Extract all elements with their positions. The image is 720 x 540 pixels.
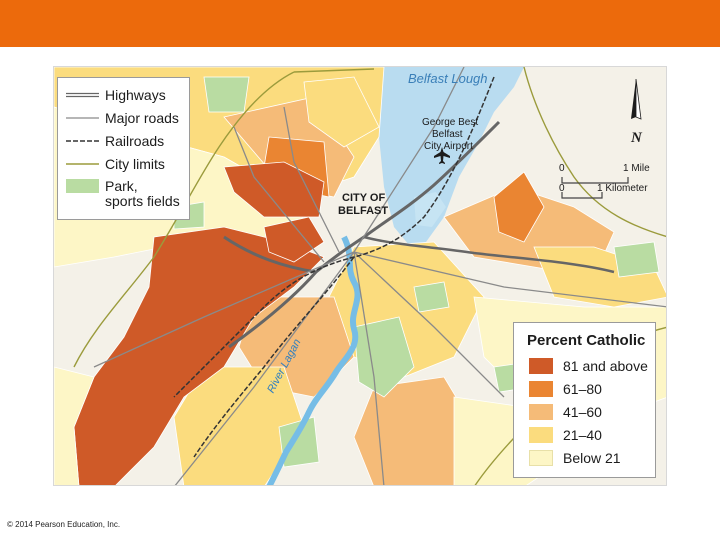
major-road-symbol (66, 111, 99, 125)
legend-row-61-80: 61–80 (529, 380, 602, 397)
river-lagan (266, 235, 361, 485)
highway-line-3 (363, 235, 615, 274)
airport-label-line1: George Best (422, 117, 479, 128)
key-row-park: Park, sports fields (66, 179, 180, 213)
legend-label-41-60: 41–60 (563, 403, 602, 420)
legend-row-21-40: 21–40 (529, 426, 602, 443)
key-row-major-roads: Major roads (66, 110, 179, 126)
key-row-highways: Highways (66, 87, 166, 103)
legend-row-below-21: Below 21 (529, 449, 621, 466)
key-label-major-roads: Major roads (105, 109, 179, 126)
legend-swatch-41-60 (529, 403, 553, 420)
legend-title: Percent Catholic (527, 332, 646, 349)
scale-mile-label: 1 Mile (623, 163, 650, 174)
airplane-icon (434, 147, 450, 164)
legend-label-21-40: 21–40 (563, 426, 602, 443)
zone-cat-61-80 (493, 171, 545, 243)
key-label-highways: Highways (105, 86, 166, 103)
scale-bar (561, 177, 629, 199)
key-label-city-limits: City limits (105, 155, 165, 172)
legend-label-81-above: 81 and above (563, 357, 648, 374)
city-label-line2: BELFAST (338, 205, 389, 217)
legend-label-61-80: 61–80 (563, 380, 602, 397)
legend-swatch-below-21 (529, 449, 553, 466)
scale-mile-zero: 0 (559, 163, 565, 174)
header-bar (0, 0, 720, 47)
legend-swatch-81-above (529, 357, 553, 374)
legend-swatch-61-80 (529, 380, 553, 397)
railroad-symbol (66, 134, 99, 148)
key-label-sports-fields: sports fields (105, 193, 180, 209)
key-label-park: Park, (105, 178, 138, 194)
park-area (613, 241, 660, 278)
zone-cat-21-40 (173, 366, 305, 485)
park-area (353, 316, 415, 398)
key-label-railroads: Railroads (105, 132, 165, 149)
park-area (203, 76, 250, 113)
north-arrow-icon (631, 78, 642, 120)
zone-cat-81-above (263, 216, 325, 263)
airport-label-line2: Belfast (432, 129, 463, 140)
park-area (413, 281, 450, 313)
north-label: N (631, 130, 642, 146)
legend-row-81-above: 81 and above (529, 357, 648, 374)
legend-row-41-60: 41–60 (529, 403, 602, 420)
key-row-city-limits: City limits (66, 156, 165, 172)
legend-swatch-21-40 (529, 426, 553, 443)
scale-km-label: 1 Kilometer (597, 183, 648, 194)
highway-symbol (66, 88, 99, 102)
zone-cat-81-above (223, 161, 325, 218)
zone-cat-41-60 (353, 376, 475, 485)
water-label: Belfast Lough (408, 71, 488, 86)
legend-label-below-21: Below 21 (563, 449, 621, 466)
city-label-line1: CITY OF (342, 192, 386, 204)
key-row-railroads: Railroads (66, 133, 164, 149)
highway-line-2 (223, 235, 317, 274)
city-limits-symbol (66, 157, 99, 171)
airport-label-line3: City Airport (424, 141, 473, 152)
major-roads (93, 67, 666, 485)
copyright-text: © 2014 Pearson Education, Inc. (7, 520, 121, 529)
map-key-legend: Highways Major roads Railroads City limi… (57, 77, 190, 220)
zone-cat-21-40 (303, 76, 380, 148)
percent-catholic-legend: Percent Catholic 81 and above 61–80 41–6… (513, 322, 656, 478)
park-symbol (66, 179, 99, 193)
scale-km-zero: 0 (559, 183, 565, 194)
railroads (173, 76, 495, 458)
zone-cat-below-21 (54, 366, 95, 485)
